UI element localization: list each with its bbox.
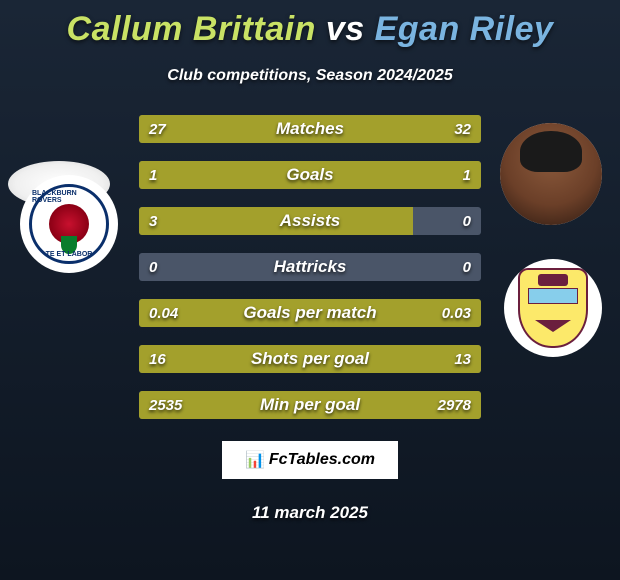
- brand-text: FcTables.com: [269, 451, 375, 469]
- stat-label: Hattricks: [139, 253, 481, 281]
- stat-row: 30Assists: [139, 207, 481, 235]
- date-text: 11 march 2025: [0, 503, 620, 523]
- title-player1: Callum Brittain: [67, 10, 316, 48]
- subtitle: Club competitions, Season 2024/2025: [0, 67, 620, 85]
- player1-club-crest: BLACKBURN ROVERS TE ET LABOR: [20, 175, 118, 273]
- stat-label: Min per goal: [139, 391, 481, 419]
- chart-icon: 📊: [245, 450, 265, 470]
- comparison-content: BLACKBURN ROVERS TE ET LABOR 2732Matches…: [0, 115, 620, 523]
- stat-row: 00Hattricks: [139, 253, 481, 281]
- brand-badge: 📊 FcTables.com: [222, 441, 398, 479]
- stat-label: Assists: [139, 207, 481, 235]
- stat-row: 2732Matches: [139, 115, 481, 143]
- title-player2: Egan Riley: [375, 10, 554, 48]
- stat-label: Matches: [139, 115, 481, 143]
- title-vs: vs: [326, 10, 365, 48]
- page-title: Callum Brittain vs Egan Riley: [0, 0, 620, 49]
- stat-label: Shots per goal: [139, 345, 481, 373]
- player2-avatar: [500, 123, 602, 225]
- player2-face-icon: [500, 123, 602, 225]
- player2-club-crest: [504, 259, 602, 357]
- blackburn-crest-icon: BLACKBURN ROVERS TE ET LABOR: [29, 184, 109, 264]
- stats-bars: 2732Matches 11Goals 30Assists 00Hattricks 0.…: [139, 115, 481, 419]
- stat-row: 11Goals: [139, 161, 481, 189]
- stat-row: 0.040.03Goals per match: [139, 299, 481, 327]
- burnley-crest-icon: [518, 268, 588, 348]
- stat-label: Goals: [139, 161, 481, 189]
- stat-row: 25352978Min per goal: [139, 391, 481, 419]
- stat-label: Goals per match: [139, 299, 481, 327]
- stat-row: 1613Shots per goal: [139, 345, 481, 373]
